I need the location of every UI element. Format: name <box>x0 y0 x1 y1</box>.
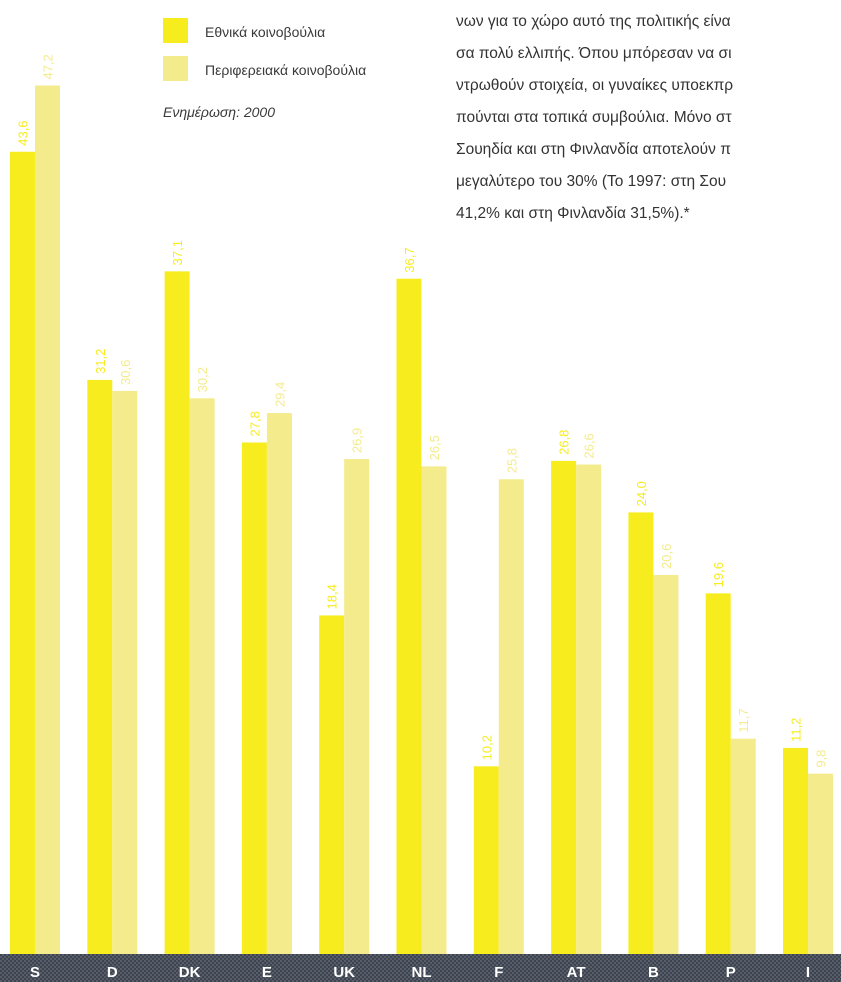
body-text-line: 41,2% και στη Φινλανδία 31,5%).* <box>456 205 690 222</box>
body-text-line: Σουηδία και στη Φινλανδία αποτελούν π <box>456 141 731 158</box>
body-text-line: πούνται στα τοπικά συμβούλια. Μόνο στ <box>456 109 732 126</box>
category-axis-band <box>0 954 841 982</box>
bars-group <box>10 85 833 955</box>
category-label-p: P <box>726 964 736 981</box>
bar-d-regional <box>112 390 138 955</box>
value-label-dk-national: 37,1 <box>170 240 185 265</box>
update-note: Ενημέρωση: 2000 <box>163 104 275 120</box>
value-label-d-national: 31,2 <box>93 349 108 374</box>
value-label-p-regional: 11,7 <box>736 708 751 732</box>
category-label-dk: DK <box>179 964 201 981</box>
body-text-line: σα πολύ ελλιπής. Όπου μπόρεσαν να σι <box>456 45 732 62</box>
bar-p-national <box>705 593 731 954</box>
value-label-p-national: 19,6 <box>711 562 726 587</box>
category-label-at: AT <box>567 964 586 981</box>
body-text: νων για το χώρο αυτό της πολιτικής είνα … <box>456 6 841 230</box>
value-label-at-regional: 26,6 <box>582 433 597 458</box>
body-text-line: νων για το χώρο αυτό της πολιτικής είνα <box>456 13 731 30</box>
bar-d-national <box>87 379 113 954</box>
legend-label-national: Εθνικά κοινοβούλια <box>205 24 326 40</box>
category-label-b: B <box>648 964 659 981</box>
legend: Εθνικά κοινοβούλια Περιφερειακά κοινοβού… <box>163 18 463 94</box>
bar-e-national <box>241 442 267 954</box>
bar-at-national <box>551 460 577 954</box>
value-label-d-regional: 30,6 <box>118 360 133 385</box>
bar-i-regional <box>808 773 833 954</box>
value-label-uk-national: 18,4 <box>325 584 340 609</box>
value-labels-group: 43,6 47,2 31,2 30,6 37,1 30,2 27,8 29,4 18,4 26,9… <box>16 54 829 767</box>
legend-item-national: Εθνικά κοινοβούλια <box>163 18 463 56</box>
category-label-uk: UK <box>333 964 355 981</box>
bar-s-national <box>10 151 35 954</box>
value-label-at-national: 26,8 <box>557 430 572 455</box>
value-label-dk-regional: 30,2 <box>195 367 210 392</box>
bar-uk-regional <box>344 459 370 954</box>
category-axis-bar <box>0 954 841 982</box>
bar-b-regional <box>653 574 679 954</box>
value-label-e-regional: 29,4 <box>272 382 287 407</box>
value-label-nl-national: 36,7 <box>402 247 417 272</box>
bar-uk-national <box>319 615 345 954</box>
body-text-line: μεγαλύτερο του 30% (Το 1997: στη Σου <box>456 173 727 190</box>
body-text-line: ντρωθούν στοιχεία, οι γυναίκες υποεκπρ <box>456 77 734 94</box>
legend-item-regional: Περιφερειακά κοινοβούλια <box>163 56 463 94</box>
value-label-f-regional: 25,8 <box>504 448 519 473</box>
bar-i-national <box>783 747 808 954</box>
bar-s-regional <box>35 85 60 954</box>
bar-p-regional <box>730 738 756 954</box>
bar-f-national <box>473 766 499 954</box>
bar-dk-regional <box>189 398 215 954</box>
bar-at-regional <box>576 464 602 954</box>
value-label-nl-regional: 26,5 <box>427 435 442 460</box>
value-label-s-national: 43,6 <box>16 120 31 145</box>
legend-label-regional: Περιφερειακά κοινοβούλια <box>205 62 367 78</box>
bar-dk-national <box>164 271 190 954</box>
legend-swatch-national <box>163 18 188 43</box>
category-label-e: E <box>262 964 272 981</box>
value-label-uk-regional: 26,9 <box>350 428 365 453</box>
bar-nl-regional <box>421 466 447 954</box>
category-label-nl: NL <box>412 964 432 981</box>
value-label-i-national: 11,2 <box>789 718 804 742</box>
category-label-i: I <box>806 964 810 981</box>
value-label-b-national: 24,0 <box>634 481 649 506</box>
value-label-b-regional: 20,6 <box>659 544 674 569</box>
value-label-f-national: 10,2 <box>479 735 494 760</box>
value-label-e-national: 27,8 <box>247 411 262 436</box>
bar-b-national <box>628 512 654 954</box>
category-label-s: S <box>30 964 40 981</box>
bar-e-regional <box>266 413 292 954</box>
bar-f-regional <box>498 479 524 954</box>
legend-swatch-regional <box>163 56 188 81</box>
value-label-s-regional: 47,2 <box>41 54 56 79</box>
category-labels-group: S D DK E UK NL F AT B P I <box>30 964 810 981</box>
category-label-f: F <box>494 964 503 981</box>
value-label-i-regional: 9,8 <box>814 750 829 768</box>
bar-nl-national <box>396 278 422 955</box>
category-label-d: D <box>107 964 118 981</box>
